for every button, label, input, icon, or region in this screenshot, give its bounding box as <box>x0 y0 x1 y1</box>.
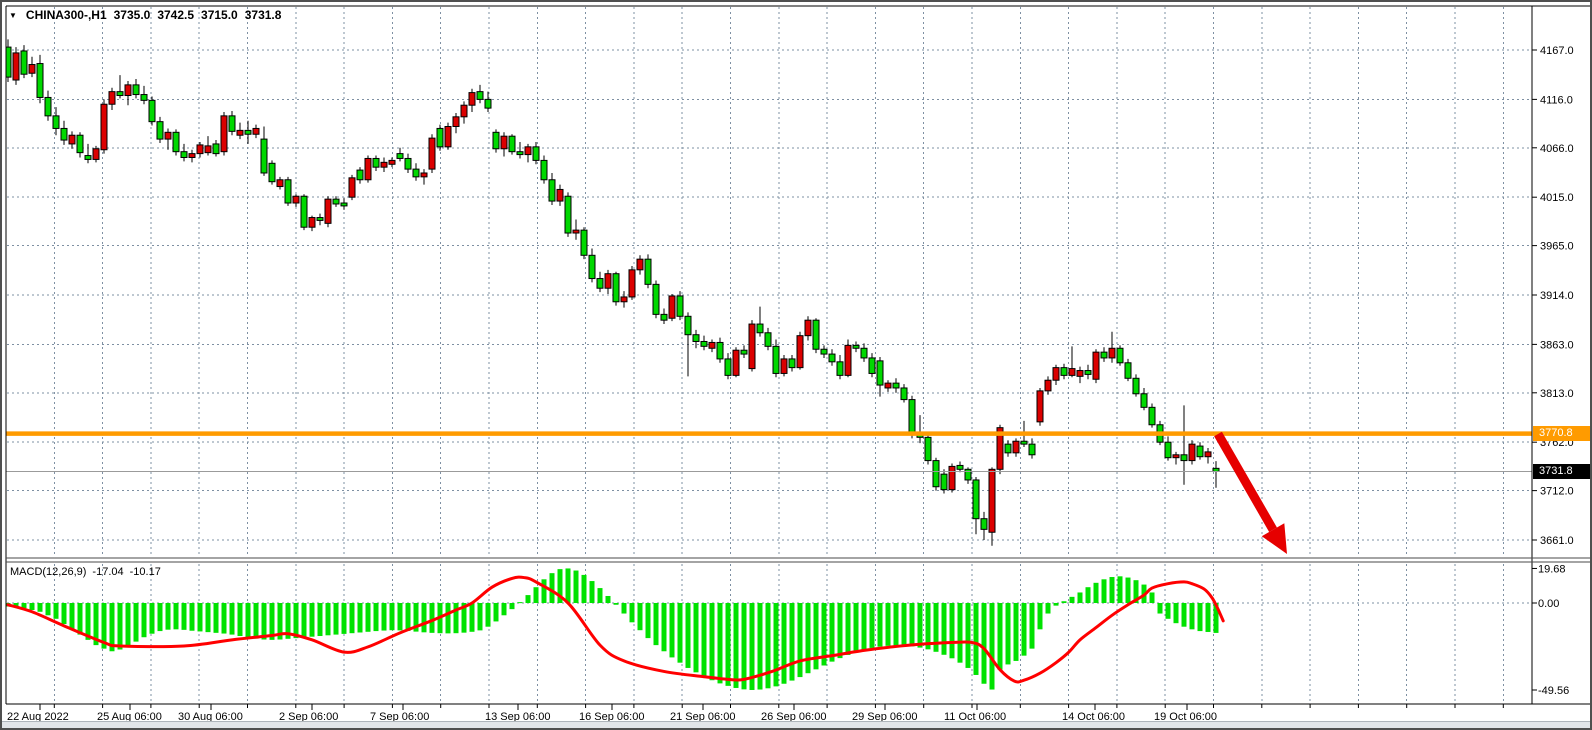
macd-name: MACD(12,26,9) <box>10 566 87 578</box>
chart-title-bar: ▼ CHINA300-,H1 3735.0 3742.5 3715.0 3731… <box>9 8 281 22</box>
svg-text:7 Sep 06:00: 7 Sep 06:00 <box>370 711 429 723</box>
svg-text:0.00: 0.00 <box>1538 598 1559 610</box>
svg-text:13 Sep 06:00: 13 Sep 06:00 <box>485 711 550 723</box>
svg-text:11 Oct 06:00: 11 Oct 06:00 <box>944 711 1006 723</box>
macd-signal-value: -10.17 <box>129 566 161 578</box>
svg-text:14 Oct 06:00: 14 Oct 06:00 <box>1062 711 1125 723</box>
macd-signal-line <box>6 575 1225 684</box>
svg-text:22 Aug 2022: 22 Aug 2022 <box>7 711 69 723</box>
svg-text:3863.0: 3863.0 <box>1540 339 1574 351</box>
svg-text:30 Aug 06:00: 30 Aug 06:00 <box>178 711 243 723</box>
ohlc-close: 3731.8 <box>244 8 282 22</box>
ohlc-low: 3715.0 <box>201 8 238 22</box>
svg-text:3813.0: 3813.0 <box>1540 388 1574 400</box>
svg-text:3914.0: 3914.0 <box>1540 290 1574 302</box>
current-price-badge: 3731.8 <box>1533 464 1590 479</box>
svg-text:16 Sep 06:00: 16 Sep 06:00 <box>579 711 644 723</box>
chart-collapse-icon[interactable]: ▼ <box>9 10 17 20</box>
down-arrow-annotation <box>1214 431 1287 554</box>
orange-level-price-badge: 3770.8 <box>1533 426 1590 441</box>
ohlc-open: 3735.0 <box>113 8 151 22</box>
symbol-period-label: CHINA300-,H1 <box>25 8 107 22</box>
svg-text:4167.0: 4167.0 <box>1540 45 1574 57</box>
candlestick-series <box>6 39 1220 546</box>
svg-text:3712.0: 3712.0 <box>1540 486 1574 498</box>
price-axis: 4167.0 4116.0 4066.0 4015.0 3965.0 3914.0 3863… <box>1532 45 1574 547</box>
gridlines <box>7 7 1531 703</box>
price-levels <box>6 431 1532 472</box>
ohlc-high: 3742.5 <box>157 8 195 22</box>
macd-histogram <box>6 568 1219 690</box>
svg-text:4116.0: 4116.0 <box>1540 94 1573 106</box>
svg-text:25 Aug 06:00: 25 Aug 06:00 <box>97 711 162 723</box>
svg-text:19.68: 19.68 <box>1538 563 1566 575</box>
svg-text:29 Sep 06:00: 29 Sep 06:00 <box>852 711 917 723</box>
svg-text:4015.0: 4015.0 <box>1540 192 1574 204</box>
svg-text:3965.0: 3965.0 <box>1540 241 1574 253</box>
macd-indicator-label: MACD(12,26,9) -17.04 -10.17 <box>10 566 161 578</box>
svg-text:-49.56: -49.56 <box>1538 685 1569 697</box>
svg-text:3661.0: 3661.0 <box>1540 535 1574 547</box>
axes-frame <box>5 5 1590 705</box>
svg-text:19 Oct 06:00: 19 Oct 06:00 <box>1154 711 1217 723</box>
svg-text:21 Sep 06:00: 21 Sep 06:00 <box>670 711 735 723</box>
time-axis: 22 Aug 2022 25 Aug 06:00 30 Aug 06:00 2 Sep… <box>7 704 1504 723</box>
svg-text:26 Sep 06:00: 26 Sep 06:00 <box>761 711 826 723</box>
svg-text:2 Sep 06:00: 2 Sep 06:00 <box>279 711 338 723</box>
macd-main-value: -17.04 <box>92 566 124 578</box>
svg-text:4066.0: 4066.0 <box>1540 143 1574 155</box>
window-bottom-strip <box>2 721 1590 728</box>
macd-axis: 19.68 0.00 -49.56 <box>1532 563 1569 697</box>
